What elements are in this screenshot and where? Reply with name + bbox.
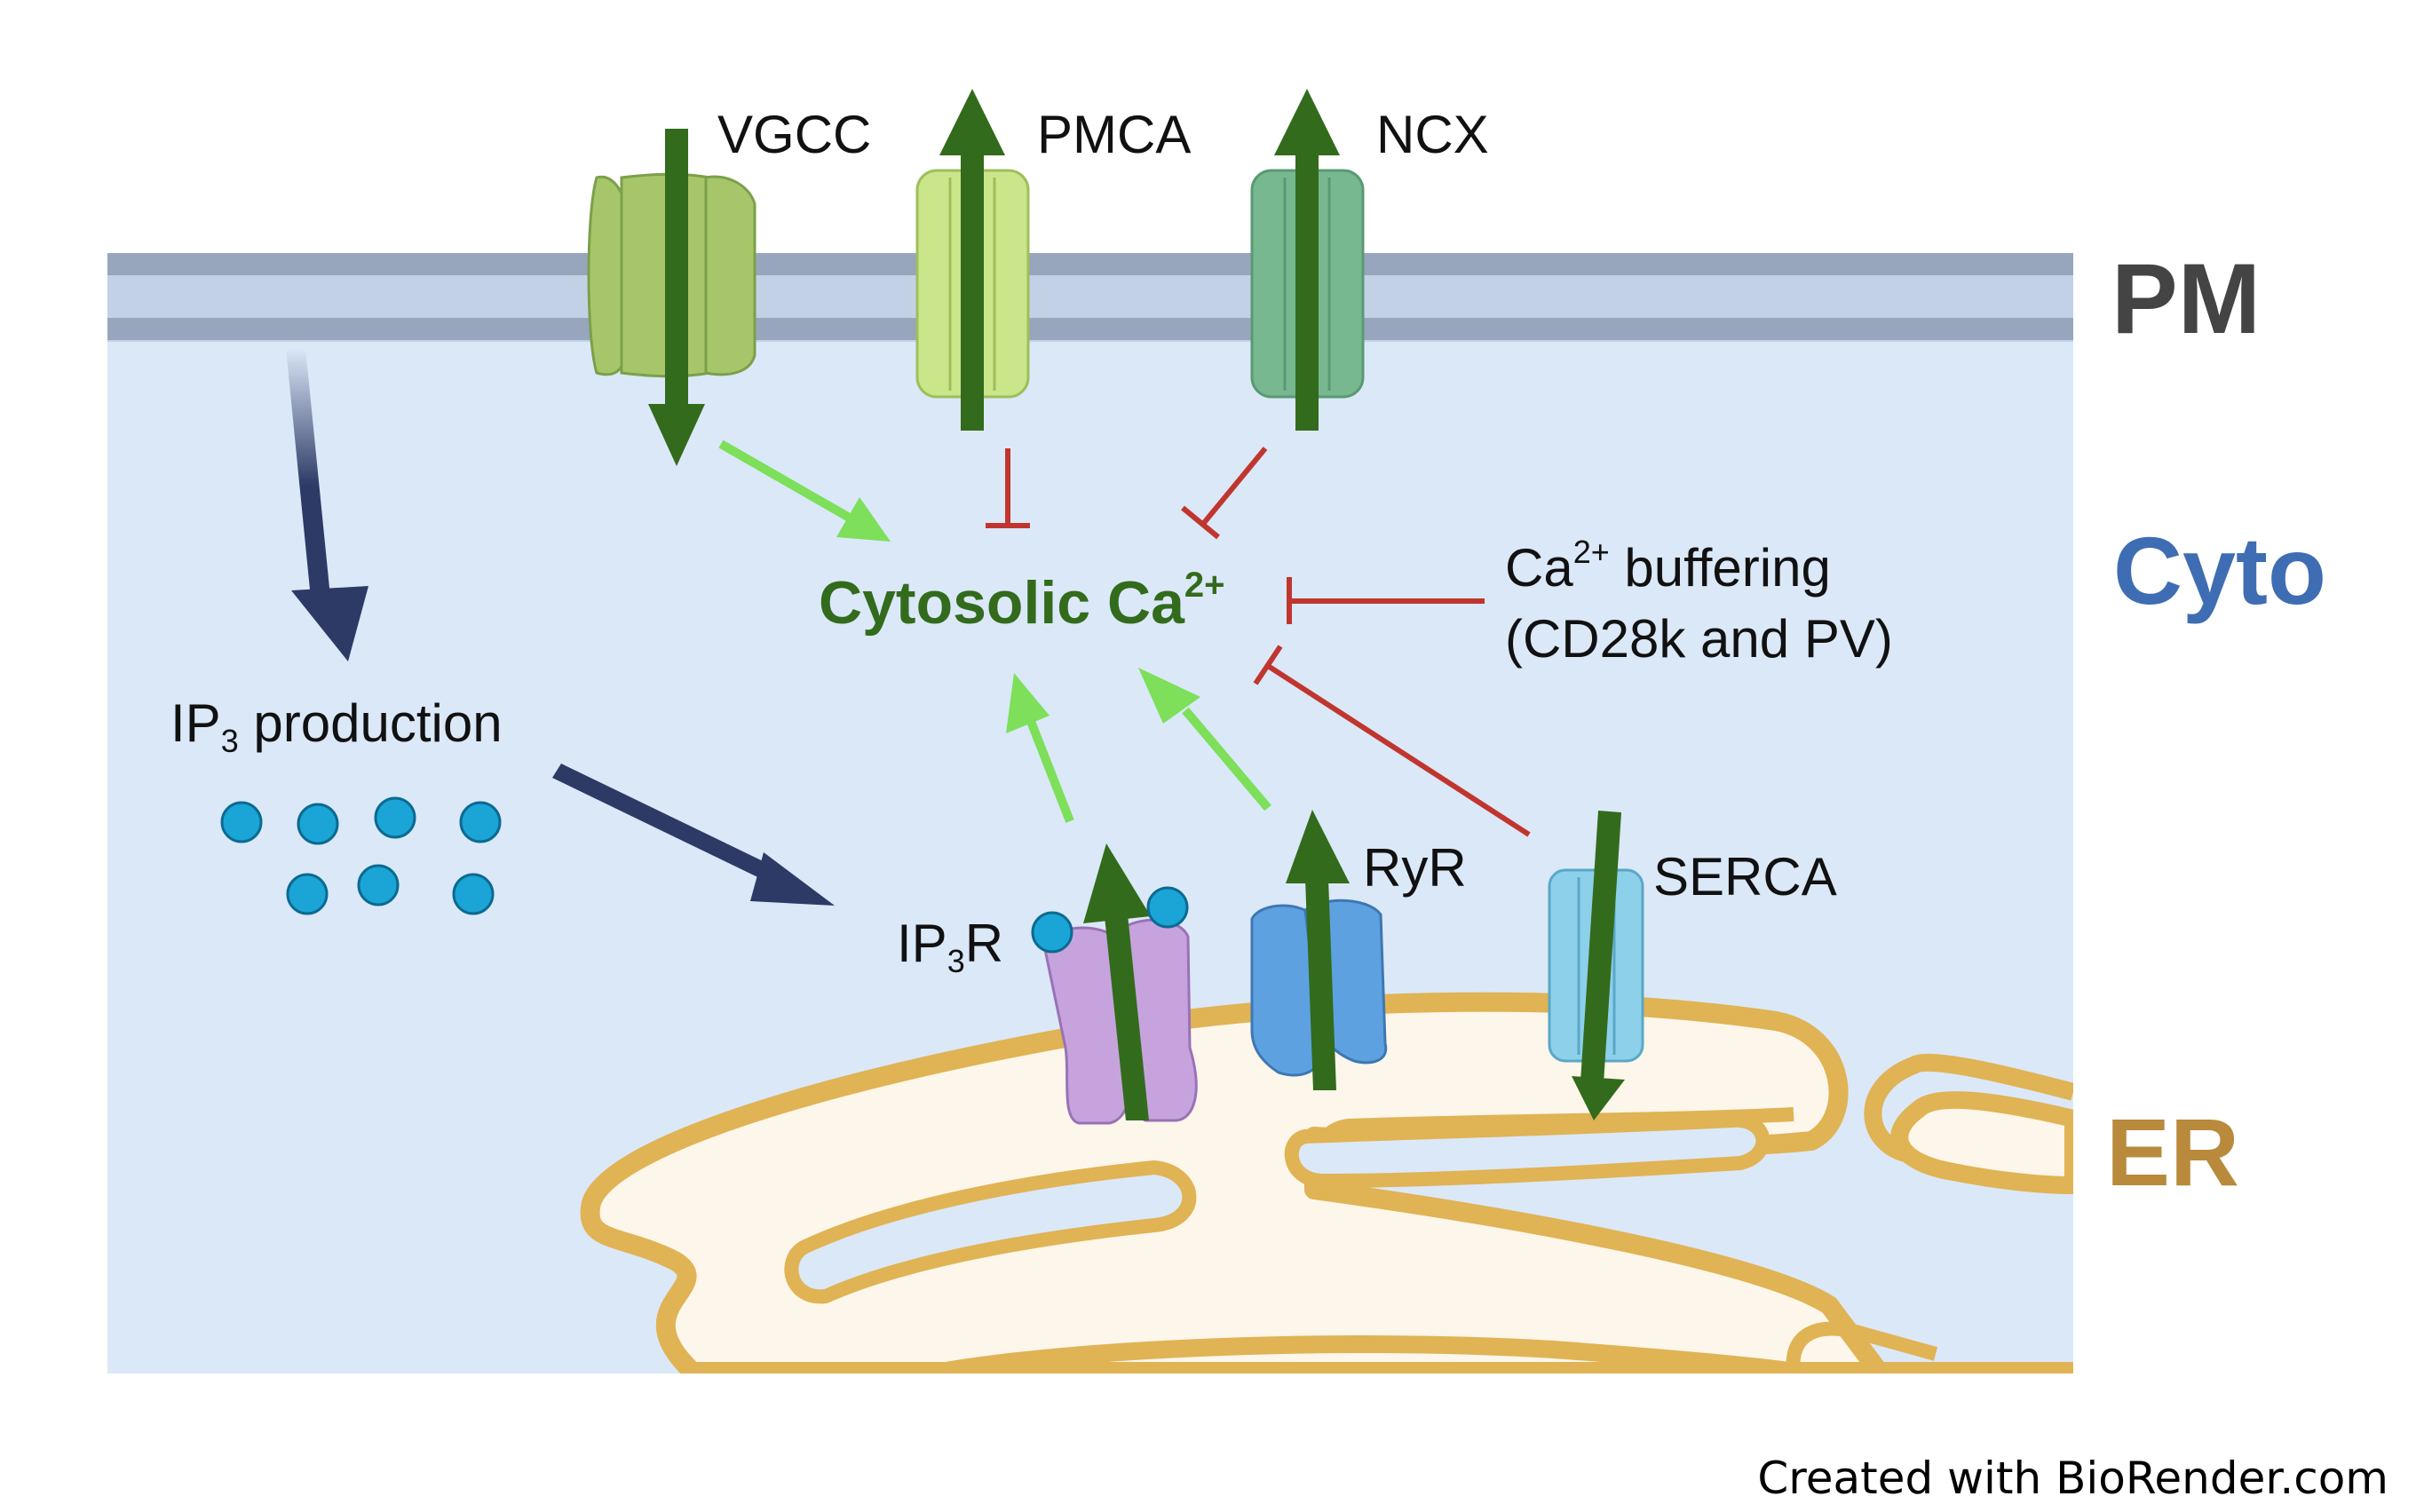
ip3-production-ip-text: IP (170, 693, 221, 753)
ncx-inhibition-line (1181, 447, 1268, 540)
buffering-ca-text: Ca (1505, 538, 1573, 598)
ip3-dot (459, 801, 502, 843)
ncx-efflux-arrow (1274, 89, 1340, 431)
vgcc-activation-arrow (718, 439, 891, 542)
ip3-production-label: IP3 production (170, 693, 503, 759)
pmca-efflux-arrow (939, 89, 1005, 431)
ip3r-label: IP3R (897, 914, 1003, 979)
buffering-label-line1: Ca2+ buffering (1505, 534, 1831, 598)
buffering-label-line2: (CD28k and PV) (1505, 609, 1893, 669)
vgcc-influx-arrow (648, 129, 705, 466)
pmca-label: PMCA (1037, 105, 1191, 164)
ip3r-subscript: 3 (947, 943, 965, 979)
serca-label: SERCA (1653, 847, 1837, 906)
ip3r-r-text: R (965, 914, 1003, 973)
ip3-bound-dot (1031, 911, 1073, 954)
buffering-text: buffering (1610, 538, 1831, 598)
ip3r-release-arrow (1083, 843, 1151, 1120)
ryr-release-arrow (1286, 810, 1350, 1090)
ip3-dot (452, 873, 495, 915)
buffering-inhibition-line (1287, 577, 1485, 624)
ip3-dot (220, 801, 263, 843)
ryr-activation-arrow (1138, 668, 1271, 811)
vgcc-label: VGCC (717, 105, 871, 164)
er-region-label: ER (2106, 1098, 2239, 1206)
ncx-label: NCX (1376, 105, 1489, 164)
ip3-bound-dot (1146, 886, 1189, 929)
ip3-to-ip3r-arrow (552, 764, 835, 906)
cytosolic-calcium-superscript: 2+ (1184, 566, 1225, 605)
ip3-dot (297, 803, 339, 845)
serca-uptake-arrow (1572, 811, 1625, 1120)
ip3-molecules (220, 796, 502, 915)
ip3-dot (374, 796, 416, 839)
ip3r-ip-text: IP (897, 914, 947, 973)
biorender-credit: Created with BioRender.com (1757, 1453, 2388, 1504)
ip3-production-text: production (239, 693, 503, 753)
ip3r-activation-arrow (1006, 673, 1074, 823)
cytosolic-calcium-label: Cytosolic Ca2+ (819, 566, 1225, 637)
cytosolic-calcium-text: Cytosolic Ca (819, 569, 1185, 637)
ip3-dot (357, 864, 400, 906)
endoplasmic-reticulum (580, 992, 2073, 1373)
cyto-region-label: Cyto (2113, 517, 2326, 624)
ryr-label: RyR (1363, 838, 1467, 898)
ip3-dot (286, 873, 329, 915)
plasma-membrane (107, 253, 2073, 342)
serca-inhibition-line (1253, 645, 1531, 837)
buffering-ca-superscript: 2+ (1573, 534, 1610, 570)
pmca-inhibition-line (986, 448, 1030, 528)
pm-to-ip3-arrow (286, 348, 368, 661)
ip3-production-subscript: 3 (221, 723, 239, 759)
pm-region-label: PM (2111, 243, 2261, 354)
